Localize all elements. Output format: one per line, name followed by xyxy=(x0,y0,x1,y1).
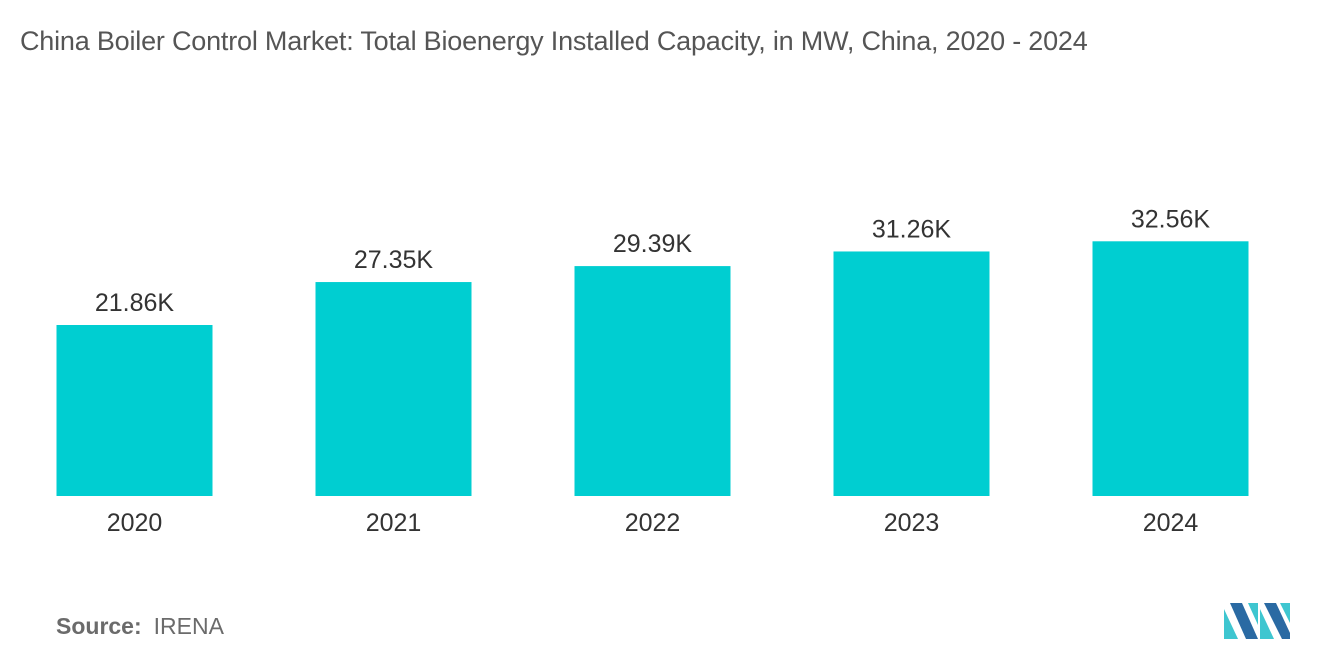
source-label: Source: xyxy=(56,613,142,639)
source-note: Source: IRENA xyxy=(56,613,224,640)
x-tick-label-2022: 2022 xyxy=(625,509,681,537)
x-tick-label-2020: 2020 xyxy=(107,509,163,537)
source-value: IRENA xyxy=(153,613,224,639)
data-label-2024: 32.56K xyxy=(1131,205,1211,233)
bar-2021 xyxy=(315,282,472,496)
data-label-2022: 29.39K xyxy=(613,230,693,258)
data-label-2023: 31.26K xyxy=(872,215,952,243)
data-label-2021: 27.35K xyxy=(354,246,434,274)
data-label-2020: 21.86K xyxy=(95,289,175,317)
bar-2023 xyxy=(833,251,990,496)
brand-logo-icon xyxy=(1224,603,1290,639)
bar-2024 xyxy=(1092,241,1249,496)
x-tick-label-2021: 2021 xyxy=(366,509,422,537)
chart-title: China Boiler Control Market: Total Bioen… xyxy=(20,26,1088,56)
bar-2020 xyxy=(56,325,213,496)
x-tick-label-2024: 2024 xyxy=(1143,509,1199,537)
x-tick-label-2023: 2023 xyxy=(884,509,940,537)
bar-2022 xyxy=(574,266,731,496)
